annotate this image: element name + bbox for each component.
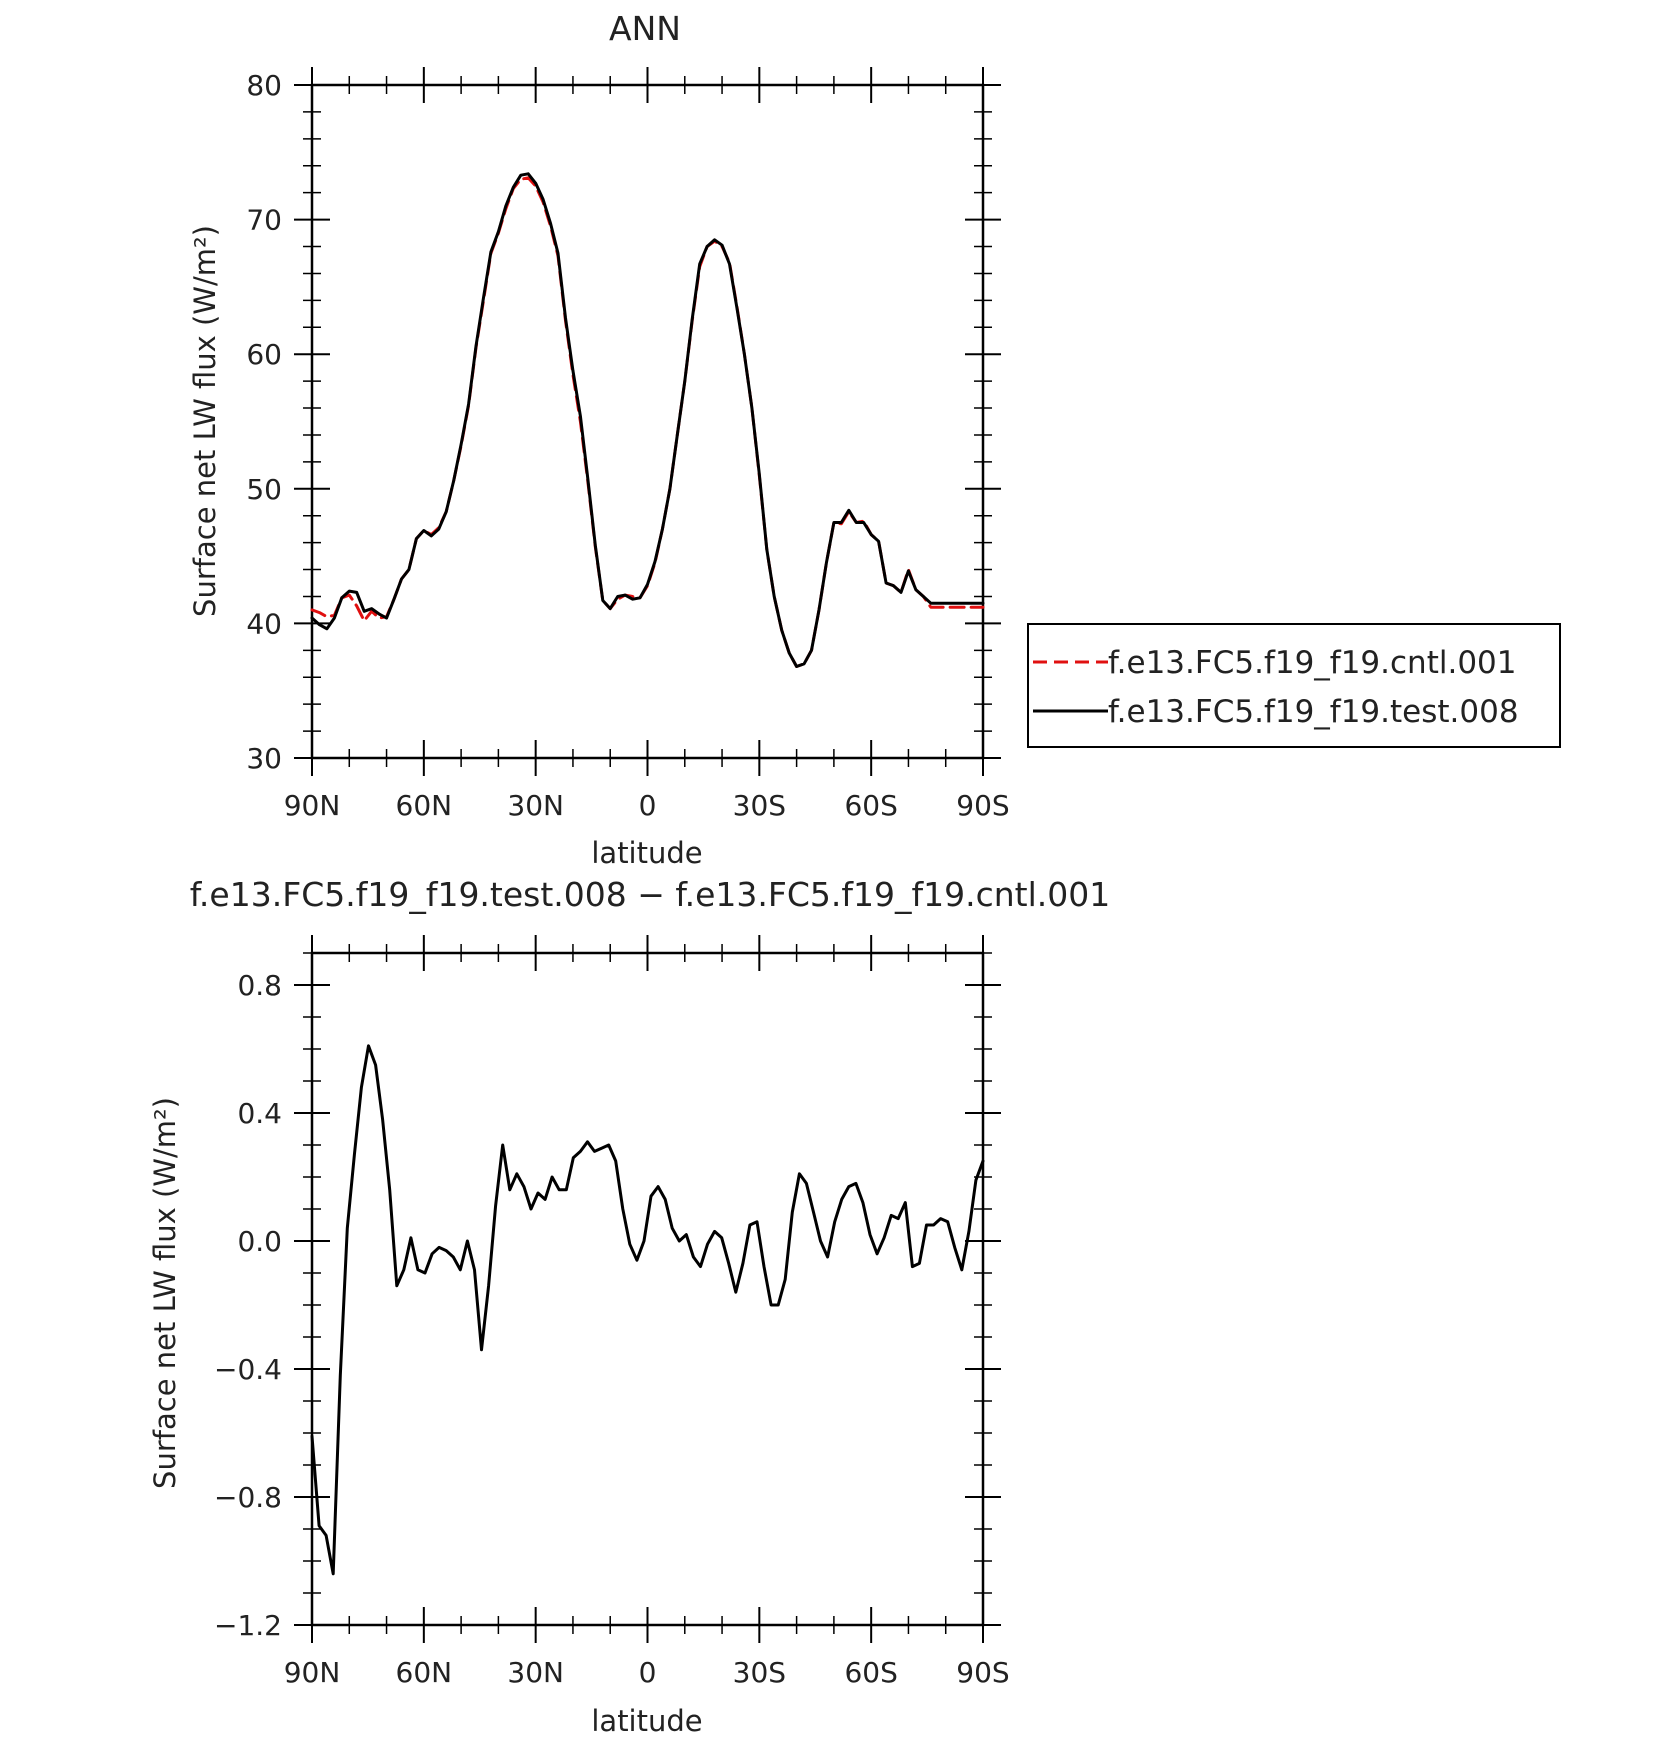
top-y-tick-label: 80 xyxy=(246,69,282,102)
top-x-tick-label: 60N xyxy=(396,789,453,822)
top-chart-title: ANN xyxy=(609,9,681,48)
legend: f.e13.FC5.f19_f19.cntl.001 f.e13.FC5.f19… xyxy=(1027,623,1561,748)
top-y-tick-label: 30 xyxy=(246,742,282,775)
bottom-x-tick-label: 60N xyxy=(396,1656,453,1689)
bottom-plot-frame xyxy=(310,951,985,1627)
top-axis-ticks xyxy=(294,67,1001,776)
bottom-y-tick-labels: 0.8 0.4 0.0 −0.4 −0.8 −1.2 xyxy=(214,969,282,1642)
bottom-y-tick-label: −0.8 xyxy=(214,1481,282,1514)
bottom-x-axis-title: latitude xyxy=(591,1704,702,1738)
bottom-chart-title: f.e13.FC5.f19_f19.test.008 − f.e13.FC5.f… xyxy=(190,875,1111,914)
legend-label-test: f.e13.FC5.f19_f19.test.008 xyxy=(1108,694,1519,730)
top-x-tick-label: 0 xyxy=(639,789,657,822)
bottom-x-tick-label: 60S xyxy=(844,1656,897,1689)
top-x-axis-title: latitude xyxy=(591,836,702,870)
top-x-tick-label: 30N xyxy=(507,789,564,822)
top-y-tick-label: 70 xyxy=(246,204,282,237)
bottom-axis-ticks xyxy=(294,935,1001,1643)
legend-box xyxy=(1027,623,1561,748)
bottom-y-tick-label: 0.4 xyxy=(237,1097,282,1130)
bottom-x-tick-label: 90S xyxy=(956,1656,1009,1689)
top-x-tick-label: 60S xyxy=(844,789,897,822)
top-series-line-1 xyxy=(310,176,985,668)
top-plot-frame xyxy=(310,83,985,760)
top-series-line-2 xyxy=(310,172,985,668)
top-series-lines xyxy=(310,172,985,668)
bottom-x-tick-labels: 90N 60N 30N 0 30S 60S 90S xyxy=(284,1656,1010,1689)
top-y-tick-label: 50 xyxy=(246,473,282,506)
bottom-y-tick-label: −0.4 xyxy=(214,1353,282,1386)
bottom-y-tick-label: −1.2 xyxy=(214,1609,282,1642)
top-y-tick-label: 40 xyxy=(246,607,282,640)
bottom-series-line-1 xyxy=(310,1044,985,1576)
bottom-x-tick-label: 30N xyxy=(507,1656,564,1689)
legend-label-cntl: f.e13.FC5.f19_f19.cntl.001 xyxy=(1108,645,1517,681)
top-chart: ANN 80 70 60 50 40 30 90N 60N 30N 0 30S 60S 90S lat… xyxy=(188,9,1561,870)
bottom-x-tick-label: 30S xyxy=(733,1656,786,1689)
bottom-x-tick-label: 0 xyxy=(639,1656,657,1689)
bottom-x-tick-label: 90N xyxy=(284,1656,341,1689)
top-x-tick-label: 90N xyxy=(284,789,341,822)
top-x-tick-label: 90S xyxy=(956,789,1009,822)
top-x-tick-label: 30S xyxy=(733,789,786,822)
bottom-series-lines xyxy=(310,1044,985,1576)
bottom-chart: f.e13.FC5.f19_f19.test.008 − f.e13.FC5.f… xyxy=(148,875,1110,1738)
top-x-tick-labels: 90N 60N 30N 0 30S 60S 90S xyxy=(284,789,1010,822)
bottom-y-axis-title: Surface net LW flux (W/m²) xyxy=(148,1097,182,1489)
top-y-axis-title: Surface net LW flux (W/m²) xyxy=(188,225,222,617)
top-y-tick-label: 60 xyxy=(246,338,282,371)
bottom-y-tick-label: 0.0 xyxy=(237,1225,282,1258)
top-y-tick-labels: 80 70 60 50 40 30 xyxy=(246,69,282,775)
bottom-y-tick-label: 0.8 xyxy=(237,969,282,1002)
